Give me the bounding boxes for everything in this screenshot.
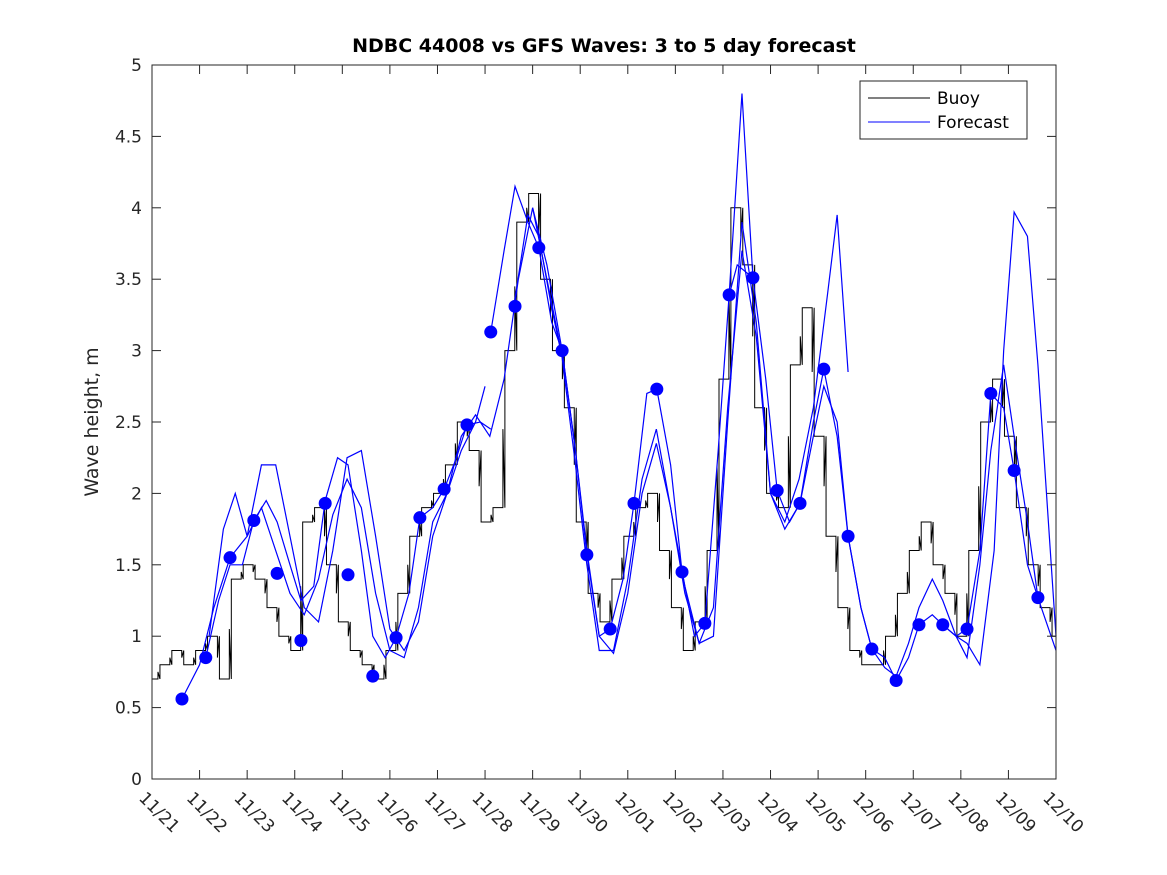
y-tick-label: 4 (131, 199, 142, 219)
forecast-marker (841, 529, 855, 543)
forecast-marker (294, 633, 308, 647)
forecast-marker (603, 622, 617, 636)
forecast-marker (746, 271, 760, 285)
forecast-marker (817, 362, 831, 376)
forecast-marker (199, 651, 213, 665)
y-tick-label: 2.5 (115, 413, 142, 433)
y-tick-label: 1 (131, 627, 142, 647)
y-axis: 0 0.5 1 1.5 2 2.5 3 3.5 4 4.5 5 (115, 56, 1056, 790)
legend-label-forecast: Forecast (937, 113, 1009, 133)
forecast-marker (270, 566, 284, 580)
y-tick-label: 0 (131, 770, 142, 790)
forecast-line (532, 207, 1057, 682)
forecast-marker (175, 692, 189, 706)
forecast-marker (366, 669, 380, 683)
forecast-line (942, 210, 1057, 667)
legend-label-buoy: Buoy (937, 89, 980, 109)
y-tick-label: 5 (131, 56, 142, 76)
forecast-marker (247, 514, 261, 528)
forecast-marker (984, 386, 998, 400)
forecast-marker (580, 548, 594, 562)
y-tick-label: 0.5 (115, 699, 142, 719)
forecast-marker (675, 565, 689, 579)
buoy-line (152, 193, 1056, 680)
marker-layer (175, 241, 1045, 706)
forecast-marker (484, 325, 498, 339)
forecast-marker (1007, 464, 1021, 478)
legend: Buoy Forecast (859, 80, 1028, 140)
forecast-marker (650, 382, 664, 396)
forecast-marker (627, 496, 641, 510)
y-axis-label: Wave height, m (81, 347, 103, 496)
forecast-marker (1031, 591, 1045, 605)
forecast-line (513, 213, 849, 652)
forecast-line (208, 207, 562, 652)
forecast-line (728, 263, 1039, 678)
forecast-marker (318, 496, 332, 510)
forecast-marker (460, 418, 474, 432)
forecast-marker (555, 344, 569, 358)
forecast-marker (532, 241, 546, 255)
forecast-marker (389, 631, 403, 645)
y-tick-label: 3 (131, 342, 142, 362)
forecast-marker (865, 642, 879, 656)
legend-box (859, 80, 1028, 140)
forecast-marker (508, 299, 522, 313)
forecast-marker (889, 673, 903, 687)
forecast-marker (437, 482, 451, 496)
forecast-marker (223, 551, 237, 565)
y-tick-label: 3.5 (115, 270, 142, 290)
forecast-marker (960, 622, 974, 636)
forecast-line (181, 386, 486, 700)
y-tick-label: 4.5 (115, 127, 142, 147)
forecast-marker (770, 484, 784, 498)
forecast-marker (793, 496, 807, 510)
y-tick-label: 2 (131, 484, 142, 504)
forecast-marker (413, 511, 427, 525)
forecast-marker (698, 616, 712, 630)
forecast-marker (912, 618, 926, 632)
plot-area (152, 65, 1056, 779)
chart-title: NDBC 44008 vs GFS Waves: 3 to 5 day fore… (352, 35, 856, 57)
y-tick-label: 1.5 (115, 556, 142, 576)
forecast-marker (722, 288, 736, 302)
forecast-line (490, 93, 754, 638)
forecast-marker (936, 618, 950, 632)
forecast-marker (341, 568, 355, 582)
